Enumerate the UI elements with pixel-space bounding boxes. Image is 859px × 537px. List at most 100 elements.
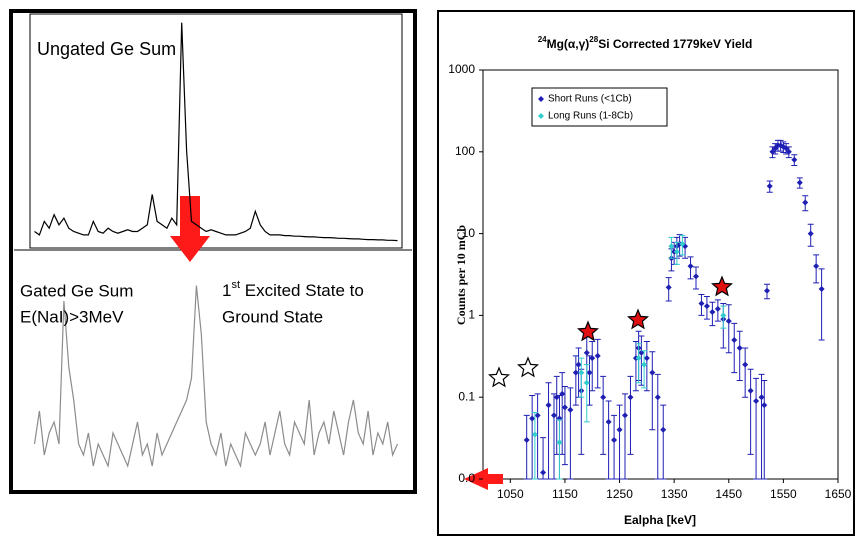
data-point xyxy=(559,390,566,397)
y-tick-label: 0.1 xyxy=(458,389,475,403)
error-bar xyxy=(531,412,538,480)
data-point xyxy=(764,287,770,294)
data-point xyxy=(791,156,798,163)
transition-label: Ground State xyxy=(222,307,323,326)
superscript: st xyxy=(231,279,240,291)
error-bar xyxy=(731,322,738,374)
left-panel xyxy=(9,9,417,494)
data-point xyxy=(714,305,721,312)
text-part: Si Corrected 1779keV Yield xyxy=(598,37,752,51)
error-bar xyxy=(742,347,749,398)
data-point xyxy=(807,230,814,237)
top-spectrum-frame xyxy=(29,13,403,249)
data-point xyxy=(796,179,803,186)
data-point xyxy=(698,300,705,307)
data-point xyxy=(600,394,607,401)
star xyxy=(517,356,539,378)
y-tick-label: 1 xyxy=(468,308,475,322)
error-bar xyxy=(616,404,623,480)
superscript: 28 xyxy=(589,35,598,44)
x-tick-label: 1350 xyxy=(661,487,688,501)
data-point xyxy=(622,412,628,419)
error-bar xyxy=(553,375,560,455)
error-bar xyxy=(725,304,732,354)
data-point xyxy=(649,369,656,376)
chart-title: 24Mg(α,γ)28Si Corrected 1779keV Yield xyxy=(538,35,753,51)
data-point xyxy=(758,394,765,401)
error-bar xyxy=(556,419,563,480)
error-bar xyxy=(589,340,596,392)
data-point xyxy=(742,361,749,368)
error-bar xyxy=(736,330,743,382)
data-point xyxy=(679,240,686,247)
data-point xyxy=(578,369,585,376)
legend-marker xyxy=(538,96,544,102)
text-part: Excited State to xyxy=(240,281,364,300)
text-part: 1 xyxy=(222,281,231,300)
error-bar xyxy=(747,368,754,455)
data-point xyxy=(551,412,557,419)
data-point xyxy=(641,361,648,368)
text-part: Mg(α,γ) xyxy=(547,37,590,51)
x-tick-label: 1050 xyxy=(497,487,524,501)
data-point xyxy=(531,431,538,438)
error-bar xyxy=(641,350,648,389)
error-bar xyxy=(622,393,628,480)
error-bar xyxy=(649,351,656,431)
y-tick-label: 0.0 xyxy=(458,471,475,485)
spectrum-line xyxy=(34,22,398,242)
data-point xyxy=(523,436,530,443)
data-point xyxy=(643,355,650,362)
data-point xyxy=(572,369,579,376)
data-point xyxy=(529,415,536,422)
data-point xyxy=(687,263,694,270)
y-axis-label: Counts per 10 mCb xyxy=(454,225,468,325)
data-point xyxy=(635,355,642,362)
legend-marker xyxy=(538,113,544,119)
data-point xyxy=(747,387,754,394)
x-axis-label: Ealpha [keV] xyxy=(624,513,696,527)
error-bar xyxy=(643,340,650,392)
error-bar xyxy=(545,382,552,480)
spectrum-label: Gated Ge Sum xyxy=(20,281,133,300)
data-point xyxy=(736,344,743,351)
data-point xyxy=(769,148,776,155)
data-point xyxy=(709,309,716,316)
data-point xyxy=(660,426,667,433)
data-point xyxy=(540,469,547,476)
error-bar xyxy=(586,355,593,406)
error-bar xyxy=(635,343,642,384)
data-point xyxy=(583,379,590,386)
error-bar xyxy=(600,375,607,455)
data-point xyxy=(802,199,809,206)
star xyxy=(488,366,510,388)
y-tick-label: 100 xyxy=(455,144,475,158)
data-point xyxy=(731,337,738,344)
transition-label: 1st Excited State to xyxy=(222,279,364,301)
data-point xyxy=(818,286,825,293)
error-bar xyxy=(551,393,557,480)
data-point xyxy=(534,412,541,419)
data-point xyxy=(766,183,773,190)
error-bar xyxy=(594,338,601,389)
error-bar xyxy=(761,380,768,480)
spectrum-label: Ungated Ge Sum xyxy=(37,39,176,59)
star xyxy=(577,320,599,342)
data-point xyxy=(665,284,672,291)
error-bar xyxy=(578,357,585,398)
data-point xyxy=(668,243,675,250)
data-point xyxy=(616,426,623,433)
error-bar xyxy=(583,364,590,423)
red-arrow-down xyxy=(170,196,210,262)
star xyxy=(627,308,649,330)
spectrum-line xyxy=(33,285,399,469)
x-tick-label: 1650 xyxy=(825,487,852,501)
data-point xyxy=(627,394,634,401)
data-point xyxy=(725,318,732,325)
data-point xyxy=(761,402,768,409)
star xyxy=(711,275,733,297)
data-point xyxy=(813,263,820,270)
data-point xyxy=(575,361,582,368)
error-bar xyxy=(561,386,568,466)
data-point xyxy=(605,418,612,425)
